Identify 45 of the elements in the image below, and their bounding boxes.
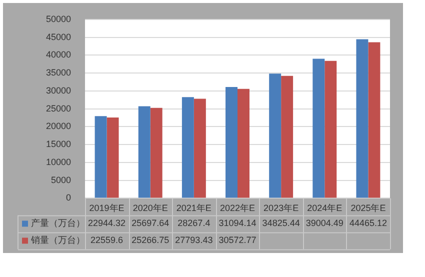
y-tick-label: 40000 [46,50,71,60]
data-label: 25697.64 [132,218,170,228]
x-tick-label: 2019年E [89,203,124,214]
bar [368,42,380,198]
data-label: 22944.32 [88,218,126,228]
data-label: 30572.77 [218,235,256,246]
bar [182,97,194,198]
bar [324,60,337,198]
data-label: 31094.14 [218,218,256,228]
data-label: 25266.75 [132,235,170,246]
legend-label: 产量（万台） [31,218,85,228]
bar [269,74,282,198]
bar [356,39,368,198]
data-label: 44465.12 [349,218,387,228]
data-label: 34825.44 [262,218,300,228]
y-tick-label: 15000 [46,139,71,150]
y-tick-label: 25000 [46,103,71,114]
x-tick-label: 2023年E [264,203,299,214]
y-tick-label: 0 [66,192,71,203]
bar [312,58,325,198]
data-label: 28267.4 [178,218,210,228]
bar [138,106,150,198]
x-tick-label: 2020年E [132,203,168,214]
data-label: 22559.6 [90,235,124,246]
bar [281,76,294,198]
bar [106,118,119,198]
y-tick-label: 50000 [46,14,71,24]
legend-label: 销量（万台） [30,235,85,246]
bar [238,88,250,198]
data-label: 27793.43 [175,235,213,246]
y-tick-label: 30000 [46,85,71,96]
y-tick-label: 20000 [46,121,71,132]
y-tick-label: 35000 [46,68,71,78]
y-tick-label: 5000 [50,174,71,185]
x-tick-label: 2024年E [307,203,342,214]
bar [226,87,238,198]
bar [194,98,206,198]
x-tick-label: 2025年E [350,203,386,214]
y-tick-label: 10000 [46,156,71,167]
data-label: 39004.49 [306,218,344,228]
x-tick-label: 2022年E [220,203,256,214]
bar [150,108,162,198]
x-tick-label: 2021年E [176,203,212,214]
bar [94,116,107,198]
y-tick-label: 45000 [46,32,71,42]
